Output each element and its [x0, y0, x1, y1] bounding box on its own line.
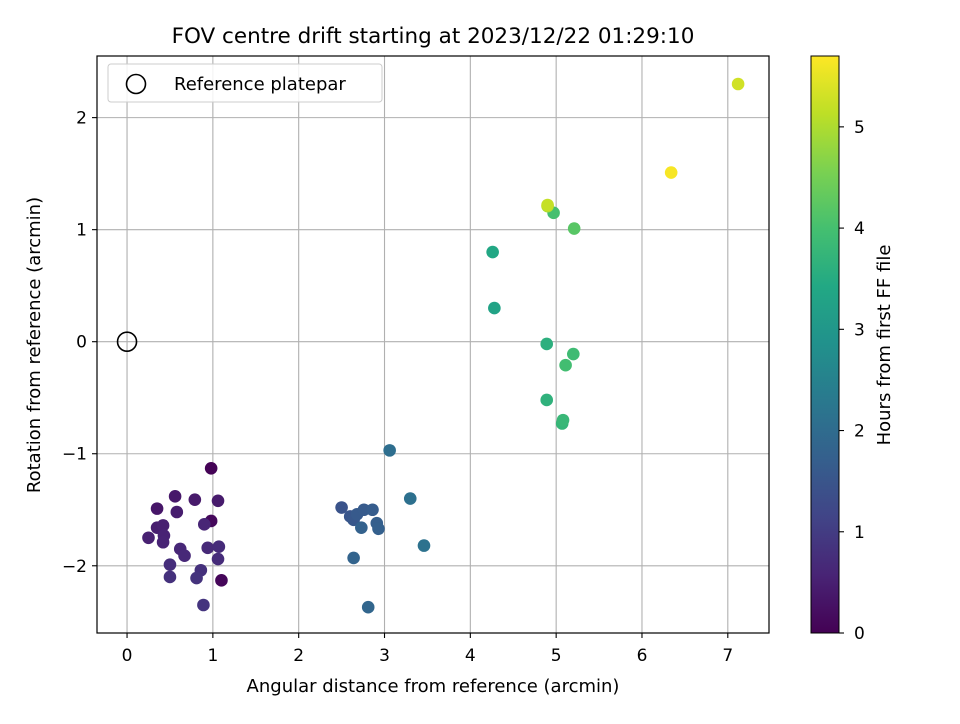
data-point [197, 598, 210, 612]
data-point [142, 531, 155, 545]
x-tick-label: 2 [293, 646, 304, 666]
data-point [156, 535, 170, 549]
data-point [403, 492, 417, 505]
data-point [335, 501, 348, 514]
data-point [355, 521, 368, 534]
data-point [540, 393, 554, 407]
y-tick-label: 2 [76, 109, 87, 129]
data-point [486, 245, 499, 259]
data-point [170, 505, 184, 519]
data-point [204, 462, 218, 475]
data-point [372, 522, 385, 536]
data-point [212, 540, 226, 554]
data-point [190, 571, 203, 585]
reference-point [116, 331, 138, 352]
legend: Reference platepar [107, 63, 383, 103]
colorbar-label: Hours from first FF file [874, 245, 895, 446]
colorbar-tick-label: 4 [854, 219, 865, 239]
x-tick-label: 3 [379, 646, 390, 666]
data-point [731, 77, 745, 91]
colorbar-tick-label: 2 [854, 422, 865, 442]
colorbar-gradient [810, 55, 840, 634]
grid [97, 56, 769, 633]
data-point [347, 551, 360, 565]
colorbar-tick-label: 1 [854, 523, 865, 543]
data-point [197, 518, 211, 531]
data-point [150, 502, 164, 515]
data-point [201, 541, 215, 555]
data-point [567, 222, 581, 235]
x-tick-label: 0 [122, 646, 133, 666]
data-point [567, 347, 580, 361]
data-point [559, 358, 572, 372]
data-point [211, 552, 225, 566]
legend-box [107, 63, 383, 103]
legend-reference-marker [125, 73, 147, 95]
x-tick-label: 7 [722, 646, 733, 666]
data-point [168, 490, 182, 503]
data-point [488, 301, 501, 315]
data-point [541, 198, 554, 212]
data-point [188, 493, 202, 506]
data-point [556, 413, 570, 427]
x-tick-label: 1 [207, 646, 218, 666]
x-axis-label: Angular distance from reference (arcmin) [247, 676, 620, 697]
x-tick-label: 6 [637, 646, 648, 666]
data-point [215, 574, 228, 587]
y-tick-label: 1 [76, 221, 87, 241]
colorbar: Hours from first FF file 0 1 2 3 4 5 [810, 55, 895, 644]
legend-reference-label: Reference platepar [174, 74, 346, 95]
data-point [664, 166, 678, 179]
data-point [417, 539, 431, 552]
chart-title: FOV centre drift starting at 2023/12/22 … [172, 24, 695, 49]
data-point [383, 444, 396, 457]
data-point [178, 549, 191, 562]
data-point [156, 519, 170, 532]
data-point [163, 558, 177, 571]
data-point [540, 337, 554, 351]
axes: 0 1 2 3 4 5 6 7 −2 −1 0 1 2 [62, 55, 770, 666]
x-tick-label: 4 [465, 646, 476, 666]
colorbar-tick-label: 3 [854, 320, 865, 340]
data-point [211, 494, 225, 508]
y-tick-label: −2 [62, 557, 87, 577]
x-tick-label: 5 [551, 646, 562, 666]
plot-frame [96, 55, 770, 634]
y-tick-label: 0 [76, 333, 87, 353]
colorbar-tick-label: 0 [854, 624, 865, 644]
data-point [366, 503, 379, 517]
data-point [163, 570, 177, 584]
data-points [116, 77, 745, 614]
colorbar-tick-label: 5 [854, 118, 865, 138]
data-point [361, 600, 375, 614]
y-tick-label: −1 [62, 445, 87, 465]
y-axis-label: Rotation from reference (arcmin) [24, 197, 45, 493]
